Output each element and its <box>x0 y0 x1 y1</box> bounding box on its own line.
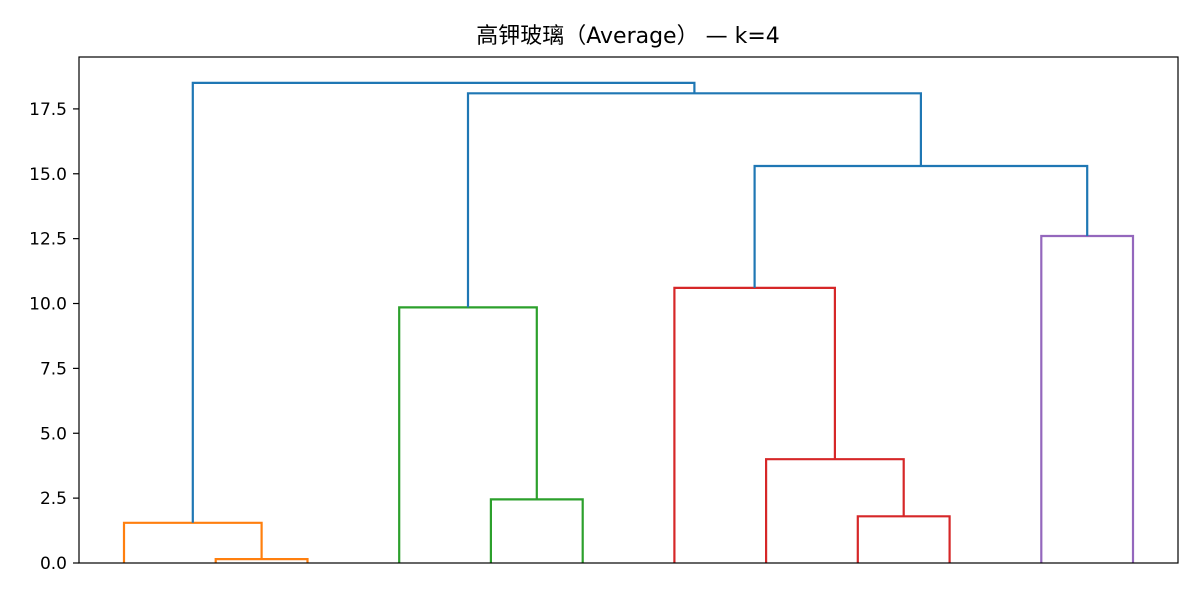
chart-title: 高钾玻璃（Average） — k=4 <box>476 24 780 49</box>
dendrogram-link-6 <box>673 286 836 563</box>
y-tick-label-4: 10.0 <box>29 295 67 315</box>
y-tick-label-0: 0.0 <box>40 554 67 574</box>
plot-frame <box>78 56 1179 564</box>
y-tick-label-2: 5.0 <box>40 424 67 444</box>
y-tick-label-7: 17.5 <box>29 100 67 120</box>
dendrogram-link-1 <box>122 521 263 563</box>
y-tick-label-3: 7.5 <box>40 359 67 379</box>
y-tick-label-5: 12.5 <box>29 230 67 250</box>
dendrogram-link-2 <box>489 498 584 563</box>
dendrogram-links <box>122 81 1135 563</box>
dendrogram-link-7 <box>1040 234 1135 563</box>
dendrogram-link-10 <box>191 81 696 523</box>
y-tick-label-6: 15.0 <box>29 165 67 185</box>
y-axis: 0.0 2.5 5.0 7.5 10.0 12.5 15.0 17.5 <box>29 100 79 574</box>
dendrogram-link-8 <box>753 164 1089 288</box>
dendrogram-link-5 <box>765 458 905 563</box>
dendrogram-link-4 <box>856 515 951 563</box>
dendrogram-link-3 <box>398 306 538 563</box>
y-tick-label-1: 2.5 <box>40 489 67 509</box>
dendrogram-link-9 <box>466 92 922 308</box>
